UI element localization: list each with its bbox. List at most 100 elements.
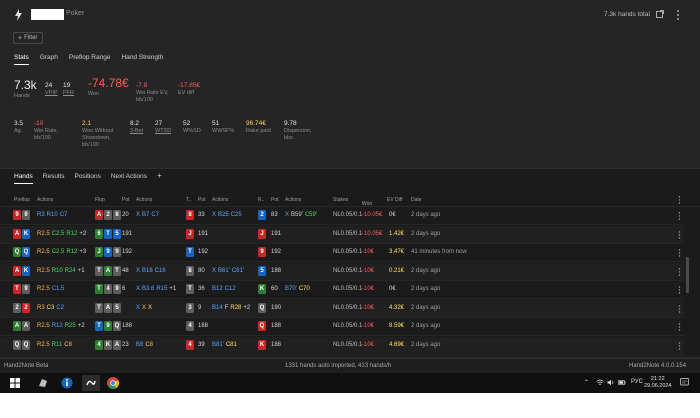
windows-start-icon[interactable] [8, 376, 22, 390]
flop-pot: 192 [122, 249, 133, 255]
stat-label[interactable]: PFR [63, 90, 74, 96]
preflop-actions: R2.5 R10 R24 +1 [37, 268, 87, 274]
action-token: C2.5 [51, 230, 65, 237]
row-menu-icon[interactable] [678, 249, 681, 257]
stat-label[interactable]: 3-Bet [130, 128, 144, 134]
wifi-icon[interactable] [596, 379, 604, 386]
won-cell: -10€ [362, 267, 375, 274]
flop-card: 9 [104, 321, 112, 331]
add-tab-icon[interactable]: + [157, 171, 162, 180]
col-date[interactable]: Date [411, 197, 422, 203]
battery-icon[interactable] [618, 379, 626, 386]
taskbar-app-icon[interactable] [36, 376, 50, 390]
tab-next-actions[interactable]: Next Actions [110, 173, 147, 180]
action-token: C12 [224, 286, 236, 292]
ev-diff-cell: 0.21€ [389, 267, 405, 274]
col-river-actions[interactable]: Actions [285, 197, 302, 203]
row-menu-icon[interactable] [678, 212, 681, 220]
action-token: +1 [77, 267, 85, 274]
action-token: +3 [79, 249, 87, 255]
flop-card: K [104, 339, 112, 350]
action-token: +2 [79, 230, 87, 237]
stakes-cell: NL0.05/0.1 [333, 286, 363, 292]
row-menu-icon[interactable] [678, 230, 681, 239]
col-turn[interactable]: T.. [186, 197, 192, 203]
river-pot: 190 [271, 304, 282, 311]
clock-date: 29.06.2024 [644, 383, 672, 389]
date-cell: 2 days ago [411, 267, 441, 274]
table-row[interactable]: 9 9 R3 R10 C7 A 2 8 20 X B7 C7 8 33 X B25 C25 2 83 X B59' C59… [0, 207, 684, 225]
tab-graph[interactable]: Graph [39, 54, 58, 61]
filter-button[interactable]: + Filter [13, 32, 43, 44]
stat-label[interactable]: WTSD [155, 128, 172, 134]
flop-card: A [104, 302, 112, 313]
col-flop-actions[interactable]: Actions [136, 197, 153, 203]
chrome-icon[interactable] [106, 376, 120, 390]
col-turn-pot[interactable]: Pot [198, 197, 206, 203]
table-row[interactable]: A A R2.5 R12 R25 +2 T 9 Q 188 4 188 Q 188 NL0.05/0.1 -1… [0, 318, 684, 336]
row-menu-icon[interactable] [678, 267, 681, 276]
col-river-pot[interactable]: Pot [271, 197, 279, 203]
col-turn-actions[interactable]: Actions [212, 197, 229, 203]
stat-block: 24 VPIP [45, 82, 58, 97]
col-river[interactable]: R.. [258, 197, 265, 203]
tab-preflop-range[interactable]: Preflop Range [68, 54, 111, 61]
table-row[interactable]: A K R2.5 R10 R24 +1 T A T 48 X B16 C16 8 80 X B61' C61' 5 1… [0, 262, 684, 281]
stat-label: Hands [14, 93, 30, 99]
row-menu-icon[interactable] [678, 323, 681, 331]
col-stakes[interactable]: Stakes [333, 197, 349, 203]
action-token: R2.5 [37, 341, 50, 348]
stat-label[interactable]: VPIP [45, 90, 58, 96]
hole-card: A [13, 265, 21, 276]
volume-icon[interactable] [607, 379, 615, 386]
open-external-icon[interactable] [656, 10, 664, 18]
tab-hands[interactable]: Hands [14, 173, 33, 184]
river-card: 2 [258, 210, 266, 220]
tab-stats[interactable]: Stats [14, 54, 29, 65]
action-token: B12 [212, 286, 223, 292]
table-row[interactable]: A K R2.5 C2.5 R12 +2 6 T 5 191 J 191 J 191 NL0.05/0.1-… [0, 225, 684, 244]
table-row[interactable]: 2 2 R3 C3 C2 T A 5 X X X 3 9 B14 F R28 +2 Q 190 NL0.05/0.1-… [0, 299, 684, 318]
turn-card: 3 [186, 302, 194, 313]
action-token: C7 [151, 212, 160, 218]
river-actions: B70' C70 [285, 286, 312, 292]
taskbar-info-app-icon[interactable] [60, 376, 74, 390]
river-pot: 188 [271, 323, 282, 329]
stat-value: -7.8 [136, 82, 148, 89]
notification-icon[interactable] [680, 378, 689, 387]
action-token: X [285, 212, 290, 218]
vertical-scrollbar[interactable] [686, 207, 690, 357]
col-flop-pot[interactable]: Pot [122, 197, 130, 203]
tab-positions[interactable]: Positions [74, 173, 101, 180]
language-indicator[interactable]: РУС [631, 379, 644, 385]
table-row[interactable]: T 9 R2.5 C1.5 T 4 9 6 X B3.6 R15 +1 T 36 B12 C12 K 60 B70'… [0, 281, 684, 299]
hole-card: 9 [22, 210, 30, 220]
title-bar: Poker 7.3k hands total [0, 0, 700, 30]
col-preflop-actions[interactable]: Actions [37, 197, 54, 203]
stat-label: Win Rate EV, bb/100 [136, 90, 169, 103]
taskbar-clock[interactable]: 21:22 29.06.2024 [644, 376, 672, 390]
more-options-icon[interactable] [676, 9, 680, 21]
action-token: C70 [298, 286, 310, 292]
row-menu-icon[interactable] [678, 286, 681, 294]
turn-pot: 39 [198, 341, 205, 348]
columns-menu-icon[interactable] [678, 196, 681, 204]
stat-label: EV diff [178, 90, 195, 96]
date-cell: 2 days ago [411, 304, 441, 311]
taskbar-hand2note-icon[interactable] [84, 376, 98, 390]
tray-expand-icon[interactable]: ⌃ [584, 380, 590, 386]
tab-results[interactable]: Results [42, 173, 65, 180]
action-token: B16 [142, 267, 153, 274]
table-row[interactable]: Q Q R2.5 C2.5 R12 +3 J 9 9 192 T 192 9 192 NL0.05/0.1-… [0, 244, 684, 262]
ev-diff-cell: 8.59€ [389, 323, 405, 329]
row-menu-icon[interactable] [678, 341, 681, 350]
hole-card: Q [22, 339, 30, 350]
tab-hand-strength[interactable]: Hand Strength [121, 54, 164, 61]
scrollbar-thumb[interactable] [686, 257, 689, 293]
col-ev-diff[interactable]: EV Diff [387, 197, 403, 203]
row-menu-icon[interactable] [678, 304, 681, 313]
col-flop[interactable]: Flop [95, 197, 105, 203]
col-preflop[interactable]: Preflop [14, 197, 30, 203]
table-row[interactable]: Q Q R2.5 R11 C8 4 K A 23 B8 C8 4 39 B81' C81 K 188 NL0.05… [0, 336, 684, 355]
